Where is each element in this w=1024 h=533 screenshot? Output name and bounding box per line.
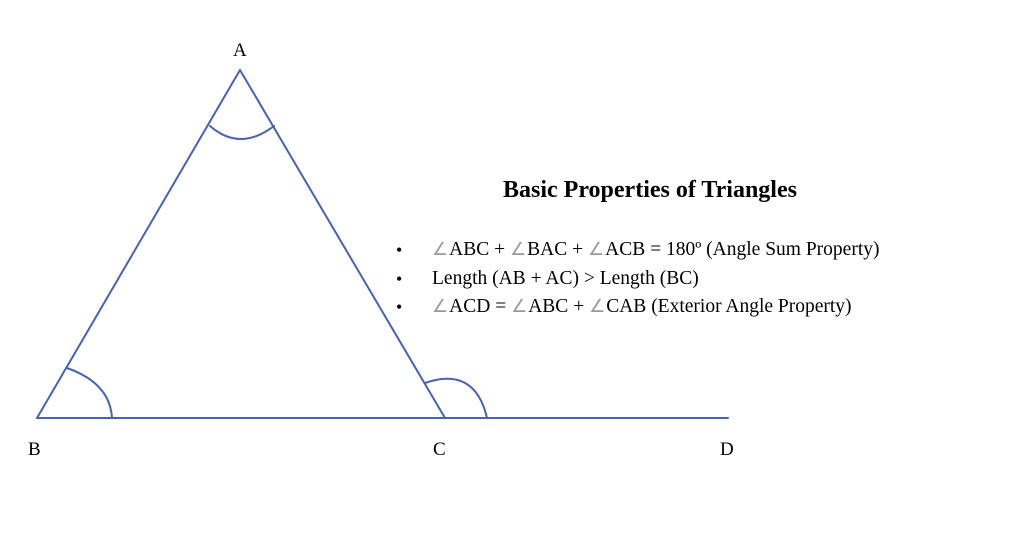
property-description: (Exterior Angle Property) <box>646 296 852 317</box>
angle-name: ACB <box>605 239 646 260</box>
bullet: • <box>396 268 403 289</box>
operator: + <box>568 296 590 317</box>
property-length: • Length (AB + AC) > Length (BC) <box>396 265 879 294</box>
property-description: Length (AB + AC) > Length (BC) <box>432 267 699 289</box>
angle-arc-b <box>66 367 113 419</box>
angle-symbol-icon: ∠ <box>432 296 449 317</box>
operator: = <box>490 296 512 317</box>
operator: + <box>489 239 510 260</box>
angle-symbol-icon: ∠ <box>432 239 449 260</box>
angle-arc-a <box>209 125 275 140</box>
angle-symbol-icon: ∠ <box>510 239 527 260</box>
angle-symbol-icon: ∠ <box>589 296 606 317</box>
operator: + <box>567 239 588 260</box>
angle-arc-c-exterior <box>424 377 488 419</box>
property-exterior-angle: • ∠ACD = ∠ABC + ∠CAB (Exterior Angle Pro… <box>396 293 879 322</box>
angle-symbol-icon: ∠ <box>588 239 605 260</box>
vertex-label-d: D <box>720 439 734 460</box>
side-ac <box>239 69 446 419</box>
bullet: • <box>396 240 403 260</box>
side-ab <box>36 69 241 419</box>
angle-name: CAB <box>606 296 647 317</box>
angle-name: ABC <box>449 239 490 260</box>
angle-name: ABC <box>528 296 569 317</box>
panel-title: Basic Properties of Triangles <box>503 177 797 203</box>
bullet: • <box>396 297 403 317</box>
properties-list: • ∠ABC + ∠BAC + ∠ACB = 180º (Angle Sum P… <box>396 236 879 322</box>
vertex-label-b: B <box>28 439 41 460</box>
property-description: = 180º (Angle Sum Property) <box>645 239 880 260</box>
vertex-label-c: C <box>433 439 446 460</box>
property-angle-sum: • ∠ABC + ∠BAC + ∠ACB = 180º (Angle Sum P… <box>396 236 879 265</box>
angle-name: ACD <box>449 296 491 317</box>
vertex-label-a: A <box>233 40 247 61</box>
angle-name: BAC <box>527 239 568 260</box>
angle-symbol-icon: ∠ <box>511 296 528 317</box>
